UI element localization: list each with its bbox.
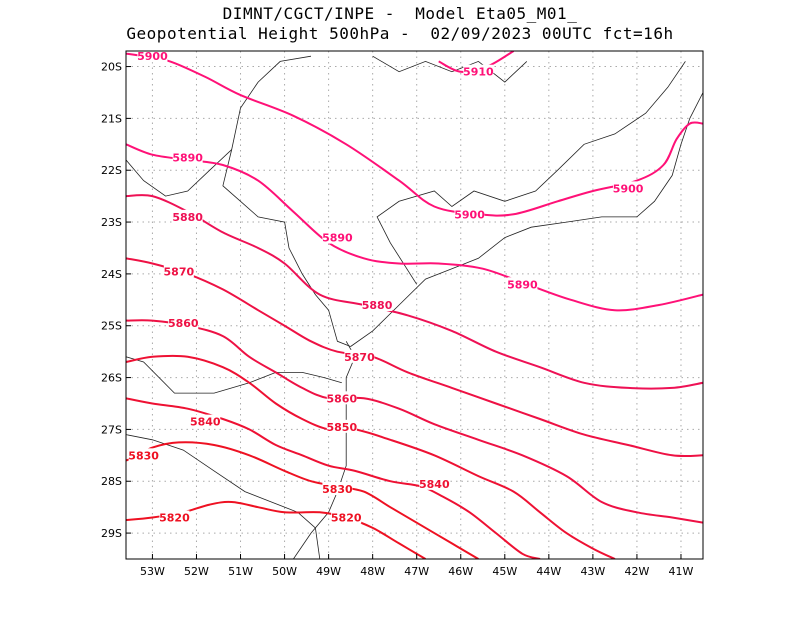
contour-label: 5890 [507,278,538,291]
y-tick-label: 25S [101,320,122,333]
contour-label: 5830 [128,449,159,462]
x-tick-label: 46W [448,565,473,578]
x-tick-label: 47W [404,565,429,578]
x-tick-label: 43W [580,565,605,578]
x-tick-label: 45W [492,565,517,578]
contour-label-bg [172,150,203,164]
chart-title: DIMNT/CGCT/INPE - Model Eta05_M01_ [222,4,578,23]
contour-line-5840 [126,397,541,559]
x-tick-label: 52W [184,565,209,578]
x-tick-label: 48W [360,565,385,578]
y-tick-label: 29S [101,527,122,540]
contour-label: 5820 [331,512,362,525]
contour-label-bg [190,414,221,428]
contour-label-bg [322,230,353,244]
contour-label-bg [454,207,485,221]
x-tick-label: 49W [316,565,341,578]
y-tick-label: 27S [101,423,122,436]
coastline-segment [350,92,703,347]
contour-label-bg [137,51,168,63]
y-tick-label: 28S [101,475,122,488]
contour-label: 5830 [322,483,353,496]
plot-area [126,51,703,559]
y-tick-label: 20S [101,61,122,74]
y-tick-label: 26S [101,372,122,385]
contour-label-bg [172,209,203,223]
chart-subtitle: Geopotential Height 500hPa - 02/09/2023 … [126,24,674,43]
contour-label-layer: 5910 5900 5900 5900 5890 5890 5890 5880 5880 5870… [128,50,644,525]
coastline-layer [126,55,703,559]
x-tick-label: 42W [624,565,649,578]
coastline-segment [372,55,528,83]
contour-label: 5900 [454,208,485,221]
contour-label-bg [322,482,353,496]
contour-line-5860 [126,319,703,524]
y-axis: 20S 21S 22S 23S 24S 25S 26S 27S 28S 29S [101,61,131,540]
x-tick-label: 50W [272,565,297,578]
contour-label-bg [326,391,357,405]
contour-line-5830 [126,441,479,559]
contour-label-bg [128,448,159,462]
contour-label-bg [419,476,450,490]
y-tick-label: 22S [101,164,122,177]
contour-label: 5870 [344,351,375,364]
contour-label: 5850 [327,421,358,434]
contour-label: 5860 [168,317,199,330]
contour-label: 5820 [159,512,190,525]
coastline-segment [126,55,312,197]
contour-label: 5840 [190,416,221,429]
x-tick-label: 53W [140,565,165,578]
contour-label-bg [331,510,362,524]
contour-label: 5890 [172,151,203,164]
contour-label-bg [362,298,393,311]
contour-label-bg [159,510,190,524]
plot-frame [125,50,704,560]
contour-label-bg [344,349,375,363]
contour-label-bg [168,316,199,330]
contour-label-bg [326,419,357,433]
y-tick-label: 24S [101,268,122,281]
contour-label: 5890 [322,232,353,245]
contour-line-5900 [126,52,703,217]
contour-label-bg [507,277,538,291]
contour-label: 5880 [172,211,203,224]
contour-label: 5900 [613,182,644,195]
x-tick-label: 41W [669,565,694,578]
y-tick-label: 23S [101,216,122,229]
contour-label: 5910 [463,66,494,79]
contour-label-bg [613,181,644,195]
contour-label: 5870 [164,265,195,278]
contour-label: 5900 [137,50,168,63]
y-tick-label: 21S [101,112,122,125]
contour-label: 5880 [362,299,393,312]
x-tick-label: 44W [536,565,561,578]
coastline-segment [126,434,321,559]
coastline-segment [222,149,351,347]
coastline-segment [376,61,686,285]
coastline-segment [293,341,356,559]
contour-line-5890 [126,143,703,312]
contour-label: 5860 [327,392,358,405]
x-axis: 53W 52W 51W 50W 49W 48W 47W 46W 45W 44W 43W 42W 41W [140,554,694,578]
contour-label: 5840 [419,478,450,491]
contour-label-bg [463,64,494,78]
contour-label-bg [163,264,194,278]
x-tick-label: 51W [228,565,253,578]
